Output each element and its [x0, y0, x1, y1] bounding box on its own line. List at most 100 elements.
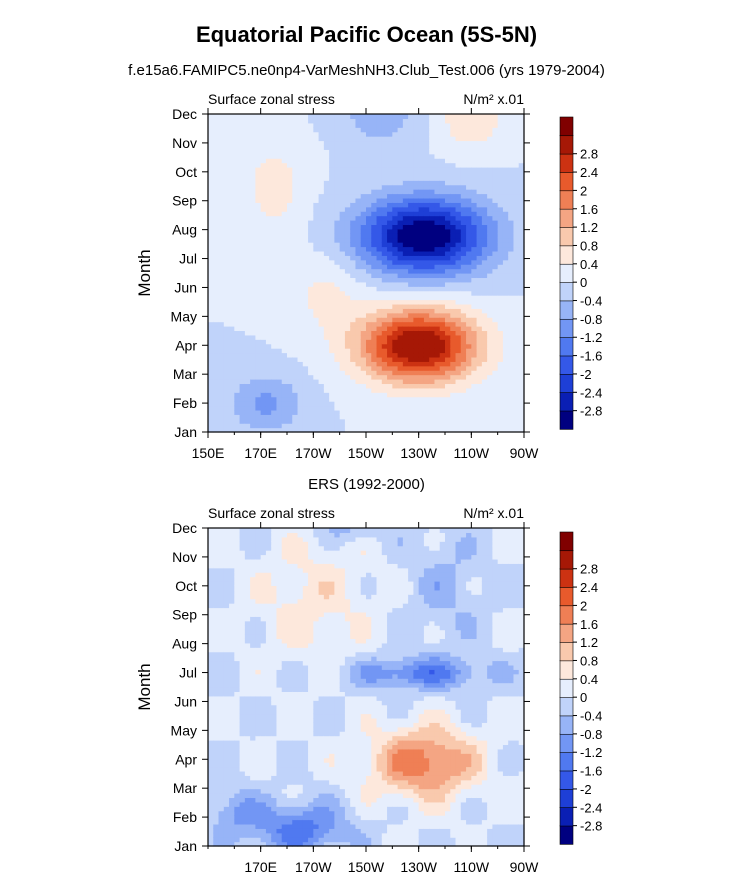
field-cell [439, 233, 446, 239]
field-cell [276, 352, 283, 358]
field-cell [466, 330, 472, 336]
field-cell [481, 114, 488, 120]
field-cell [429, 136, 436, 142]
field-cell [450, 356, 457, 362]
field-cell [455, 193, 462, 199]
field-cell [508, 308, 515, 314]
field-cell [281, 334, 288, 340]
field-cell [265, 180, 272, 186]
field-cell [276, 401, 283, 407]
field-cell [223, 797, 230, 803]
field-cell [481, 189, 488, 195]
field-cell [502, 189, 509, 195]
field-cell [302, 343, 309, 349]
field-cell [260, 127, 267, 133]
field-cell [244, 277, 251, 283]
field-cell [223, 409, 230, 415]
field-cell [487, 215, 493, 221]
field-cell [239, 585, 246, 591]
field-cell [476, 387, 483, 393]
field-cell [350, 127, 357, 133]
field-cell [302, 334, 309, 340]
field-cell [265, 326, 272, 332]
field-cell [292, 131, 299, 137]
field-cell [208, 224, 214, 230]
field-cell [244, 343, 251, 349]
field-cell [302, 352, 309, 358]
field-cell [271, 197, 278, 203]
colorbar: -2.8-2.4-2-1.6-1.2-0.8-0.400.40.81.21.62… [559, 116, 602, 430]
field-cell [381, 255, 388, 261]
field-cell [276, 427, 283, 433]
field-cell [460, 228, 467, 234]
field-cell [244, 841, 251, 847]
field-cell [318, 136, 325, 142]
field-cell [423, 184, 430, 190]
field-cell [513, 423, 520, 429]
field-cell [318, 401, 325, 407]
field-cell [413, 264, 420, 270]
field-cell [208, 841, 214, 847]
field-cell [492, 396, 499, 402]
field-cell [476, 427, 483, 433]
field-cell [318, 361, 325, 367]
field-cell [265, 273, 272, 279]
field-cell [360, 299, 367, 305]
field-cell [297, 206, 304, 212]
field-cell [229, 682, 235, 688]
field-cell [308, 365, 314, 371]
field-cell [239, 131, 246, 137]
field-cell [213, 810, 220, 816]
field-cell [381, 273, 388, 279]
field-cell [397, 224, 404, 230]
field-cell [208, 709, 214, 715]
field-cell [239, 259, 246, 265]
field-cell [502, 312, 509, 318]
field-cell [366, 136, 372, 142]
field-cell [502, 162, 509, 168]
field-cell [223, 370, 230, 376]
field-cell [460, 242, 467, 248]
field-cell [344, 405, 351, 411]
field-cell [471, 334, 478, 340]
field-cell [445, 370, 451, 376]
field-cell [334, 361, 341, 367]
field-cell [318, 308, 325, 314]
field-cell [418, 202, 425, 208]
field-cell [334, 246, 341, 252]
field-cell [244, 365, 251, 371]
field-cell [466, 144, 472, 150]
field-cell [329, 312, 335, 318]
field-cell [292, 206, 299, 212]
field-cell [445, 326, 451, 332]
field-cell [302, 140, 309, 146]
field-cell [418, 387, 425, 393]
field-cell [429, 418, 436, 424]
field-cell [439, 211, 446, 217]
field-cell [281, 127, 288, 133]
field-cell [234, 224, 241, 230]
field-cell [271, 237, 278, 243]
field-cell [376, 387, 383, 393]
field-cell [250, 167, 256, 173]
field-cell [487, 312, 493, 318]
field-cell [213, 193, 220, 199]
field-cell [429, 374, 436, 380]
field-cell [344, 379, 351, 385]
field-cell [208, 744, 214, 750]
field-cell [244, 233, 251, 239]
field-cell [360, 356, 367, 362]
field-cell [229, 744, 235, 750]
field-cell [429, 131, 436, 137]
field-cell [223, 295, 230, 301]
field-cell [508, 334, 515, 340]
field-cell [355, 312, 362, 318]
field-cell [381, 387, 388, 393]
field-cell [392, 365, 399, 371]
field-cell [481, 387, 488, 393]
field-cell [260, 427, 267, 433]
field-cell [355, 127, 362, 133]
field-cell [223, 691, 230, 697]
field-cell [413, 396, 420, 402]
field-cell [492, 158, 499, 164]
